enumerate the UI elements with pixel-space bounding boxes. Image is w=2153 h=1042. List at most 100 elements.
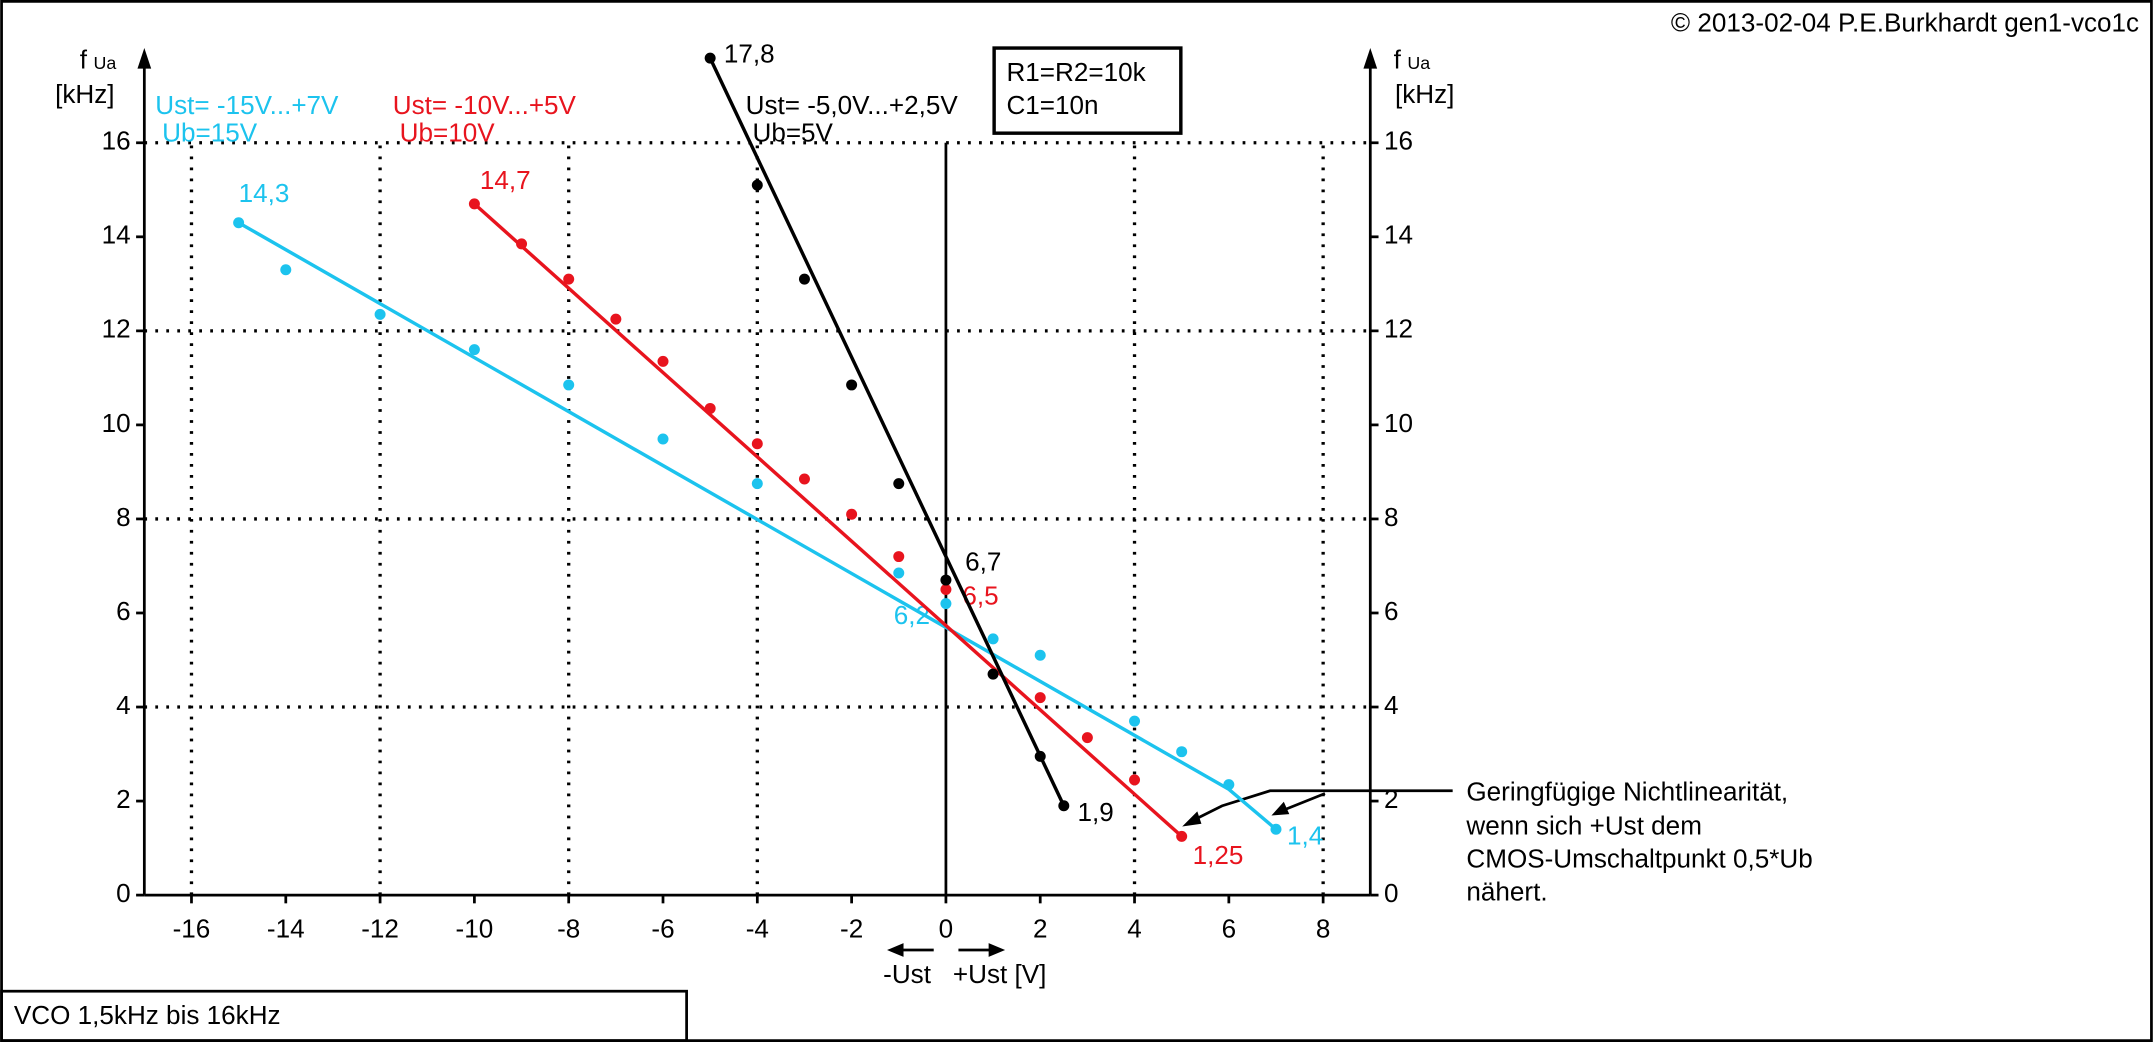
y2-tick-label: 16 [1384, 126, 1413, 156]
y2-label-sub: Ua [1407, 53, 1430, 73]
data-point [704, 52, 716, 64]
data-point [1129, 715, 1141, 727]
y-tick-label: 16 [102, 126, 131, 156]
y-tick-label: 8 [116, 502, 131, 532]
x-tick-label: 2 [1033, 914, 1048, 944]
x-tick-label: 4 [1127, 914, 1142, 944]
y2-tick-label: 14 [1384, 220, 1413, 250]
y2-label-symbol: f [1394, 45, 1402, 75]
annotation: Geringfügige Nichtlinearität, [1466, 776, 1788, 806]
data-point [657, 433, 669, 445]
legend-name: Ust= -10V...+5V [393, 90, 577, 120]
annotation-heads [1182, 801, 1290, 827]
x-tick-label: -12 [361, 914, 399, 944]
data-point [751, 438, 763, 450]
data-point [940, 583, 952, 595]
data-label: 1,9 [1078, 797, 1114, 827]
annotation: wenn sich +Ust dem [1465, 811, 1702, 841]
data-point [987, 668, 999, 680]
data-point [751, 179, 763, 191]
fit-line [473, 202, 1183, 838]
y2-tick-label: 8 [1384, 502, 1399, 532]
data-point [563, 273, 575, 285]
data-point [516, 238, 528, 250]
copyright: © 2013-02-04 P.E.Burkhardt gen1-vco1c [1671, 8, 2139, 38]
data-label: 1,25 [1193, 840, 1244, 870]
data-point [1034, 750, 1046, 762]
fit-line [708, 57, 1066, 807]
legend-supply: Ub=10V [400, 117, 496, 147]
x-tick-label: -8 [557, 914, 580, 944]
legend-name: Ust= -5,0V...+2,5V [746, 90, 959, 120]
x-label-plus: +Ust [V] [953, 959, 1046, 989]
data-label: 1,4 [1287, 820, 1323, 850]
info-box [992, 46, 1183, 135]
data-point [893, 567, 905, 579]
data-point [1176, 746, 1188, 758]
data-point [1058, 800, 1070, 812]
y-tick-label: 14 [102, 220, 131, 250]
y-tick-label: 4 [116, 690, 131, 720]
data-point [1129, 774, 1141, 786]
legend-supply: Ub=5V [753, 117, 834, 147]
footer: VCO 1,5kHz bis 16kHz [14, 1000, 281, 1030]
data-point [1270, 823, 1282, 835]
data-label: 6,7 [965, 546, 1001, 576]
footer-box [0, 989, 688, 1042]
data-point [940, 598, 952, 610]
x-tick-label: 0 [939, 914, 954, 944]
data-point [1034, 649, 1046, 661]
y-tick-label: 10 [102, 408, 131, 438]
x-tick-label: -2 [840, 914, 863, 944]
x-tick-label: 6 [1222, 914, 1237, 944]
x-tick-label: 8 [1316, 914, 1331, 944]
data-label: 17,8 [724, 38, 775, 68]
y-label-unit: [kHz] [55, 79, 114, 109]
y2-tick-label: 12 [1384, 314, 1413, 344]
data-point [468, 344, 480, 356]
y-tick-label: 0 [116, 878, 131, 908]
x-tick-label: -6 [651, 914, 674, 944]
data-point [846, 508, 858, 520]
annotation: nähert. [1466, 877, 1547, 907]
data-point [798, 473, 810, 485]
x-tick-label: -4 [746, 914, 769, 944]
legend-name: Ust= -15V...+7V [155, 90, 339, 120]
x-tick-label: -14 [267, 914, 305, 944]
data-point [704, 402, 716, 414]
legend-supply: Ub=15V [162, 117, 258, 147]
x-label-minus: -Ust [883, 959, 932, 989]
data-point [374, 308, 386, 320]
data-label: 14,3 [239, 178, 290, 208]
y2-tick-label: 2 [1384, 784, 1399, 814]
y2-tick-label: 10 [1384, 408, 1413, 438]
data-point [1081, 732, 1093, 744]
y2-tick-label: 6 [1384, 596, 1399, 626]
data-point [610, 313, 622, 325]
info-line: C1=10n [1006, 90, 1098, 120]
y-label-symbol: f [80, 45, 88, 75]
data-point [233, 217, 245, 229]
y2-label-unit: [kHz] [1395, 79, 1454, 109]
x-tick-label: -16 [173, 914, 211, 944]
data-point [893, 551, 905, 563]
y-label-sub: Ua [94, 53, 117, 73]
data-point [1034, 692, 1046, 704]
x-tick-label: -10 [456, 914, 494, 944]
data-point [563, 379, 575, 391]
data-point [846, 379, 858, 391]
annotation: CMOS-Umschaltpunkt 0,5*Ub [1466, 844, 1812, 874]
data-point [1176, 830, 1188, 842]
data-point [468, 198, 480, 210]
data-point [798, 273, 810, 285]
y2-tick-label: 0 [1384, 878, 1399, 908]
data-point [987, 633, 999, 645]
annotation-leader [1283, 792, 1326, 812]
info-line: R1=R2=10k [1006, 57, 1146, 87]
y2-tick-label: 4 [1384, 690, 1399, 720]
data-point [1223, 779, 1235, 791]
data-point [751, 478, 763, 490]
